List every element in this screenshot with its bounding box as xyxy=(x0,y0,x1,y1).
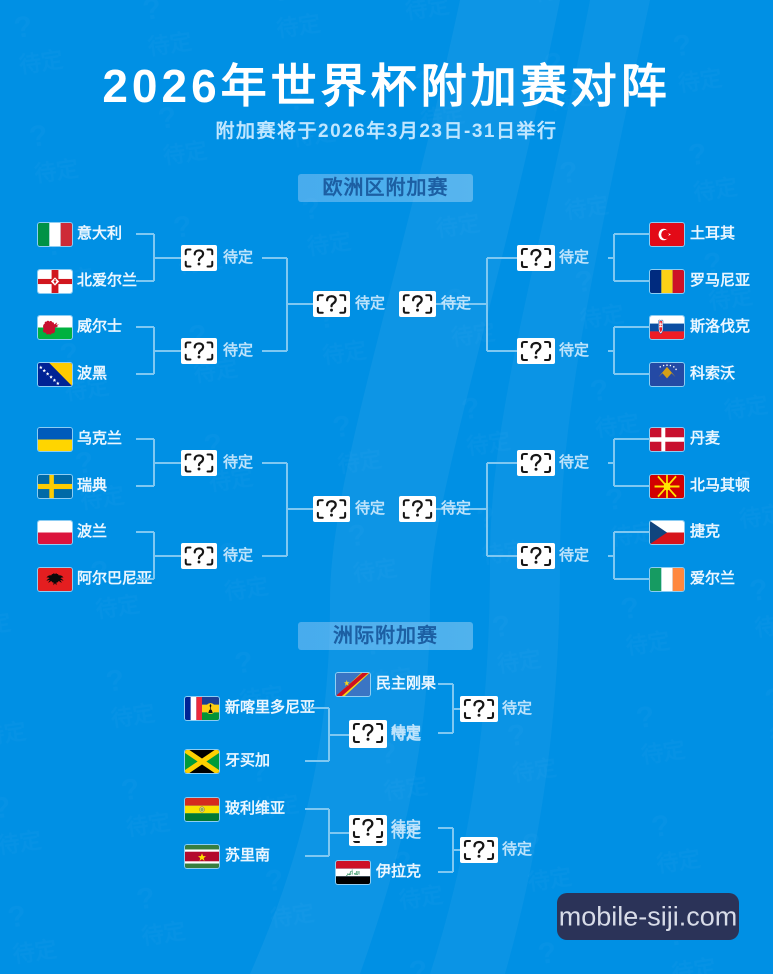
svg-text:الله أكبر: الله أكبر xyxy=(345,869,359,876)
